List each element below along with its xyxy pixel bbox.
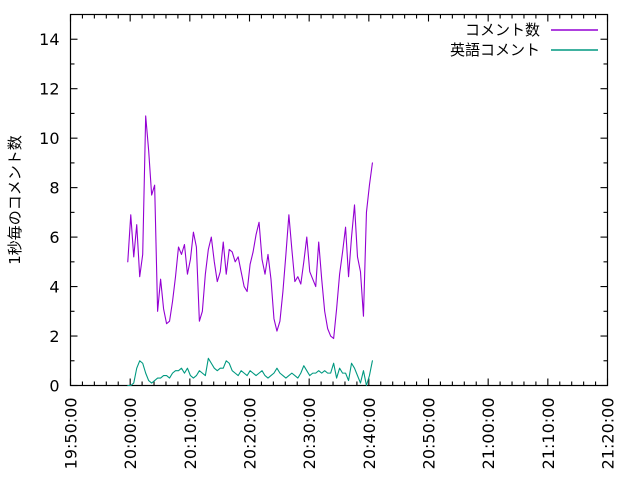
y-tick-label: 10 xyxy=(39,129,59,148)
x-axis-ticks xyxy=(69,14,609,386)
x-axis-tick-labels: 19:50:00 20:00:00 20:10:00 20:20:00 20:30:00… xyxy=(62,398,618,470)
y-tick-label: 12 xyxy=(39,80,59,99)
y-tick-label: 0 xyxy=(49,377,59,396)
plot-frame xyxy=(69,13,609,387)
y-tick-label: 14 xyxy=(39,30,59,49)
legend-label: コメント数 xyxy=(465,21,540,39)
y-tick-label: 8 xyxy=(49,179,59,198)
x-tick-label: 21:10:00 xyxy=(539,398,558,470)
y-axis-ticks xyxy=(70,38,608,387)
series-line-english-comments xyxy=(127,357,373,387)
y-tick-label: 6 xyxy=(49,228,59,247)
x-tick-label: 20:40:00 xyxy=(360,398,379,470)
x-tick-label: 21:20:00 xyxy=(599,398,618,470)
x-tick-label: 20:50:00 xyxy=(420,398,439,470)
x-tick-label: 21:00:00 xyxy=(479,398,498,470)
x-tick-label: 19:50:00 xyxy=(62,398,81,470)
x-tick-label: 20:10:00 xyxy=(181,398,200,470)
x-tick-label: 20:00:00 xyxy=(121,398,140,470)
series-line-comment-count xyxy=(127,115,373,340)
x-tick-label: 20:30:00 xyxy=(300,398,319,470)
y-tick-label: 2 xyxy=(49,327,59,346)
y-axis-title-text: 1秒毎のコメント数 xyxy=(6,135,24,265)
x-tick-label: 20:20:00 xyxy=(241,398,260,470)
plot-area-border xyxy=(69,13,609,387)
legend-label: 英語コメント xyxy=(450,41,540,59)
y-tick-label: 4 xyxy=(49,278,59,297)
y-axis-title: 1秒毎のコメント数 xyxy=(6,135,24,265)
y-axis-tick-labels: 0 2 4 6 8 10 12 14 xyxy=(39,30,59,395)
data-series-group xyxy=(127,115,373,387)
